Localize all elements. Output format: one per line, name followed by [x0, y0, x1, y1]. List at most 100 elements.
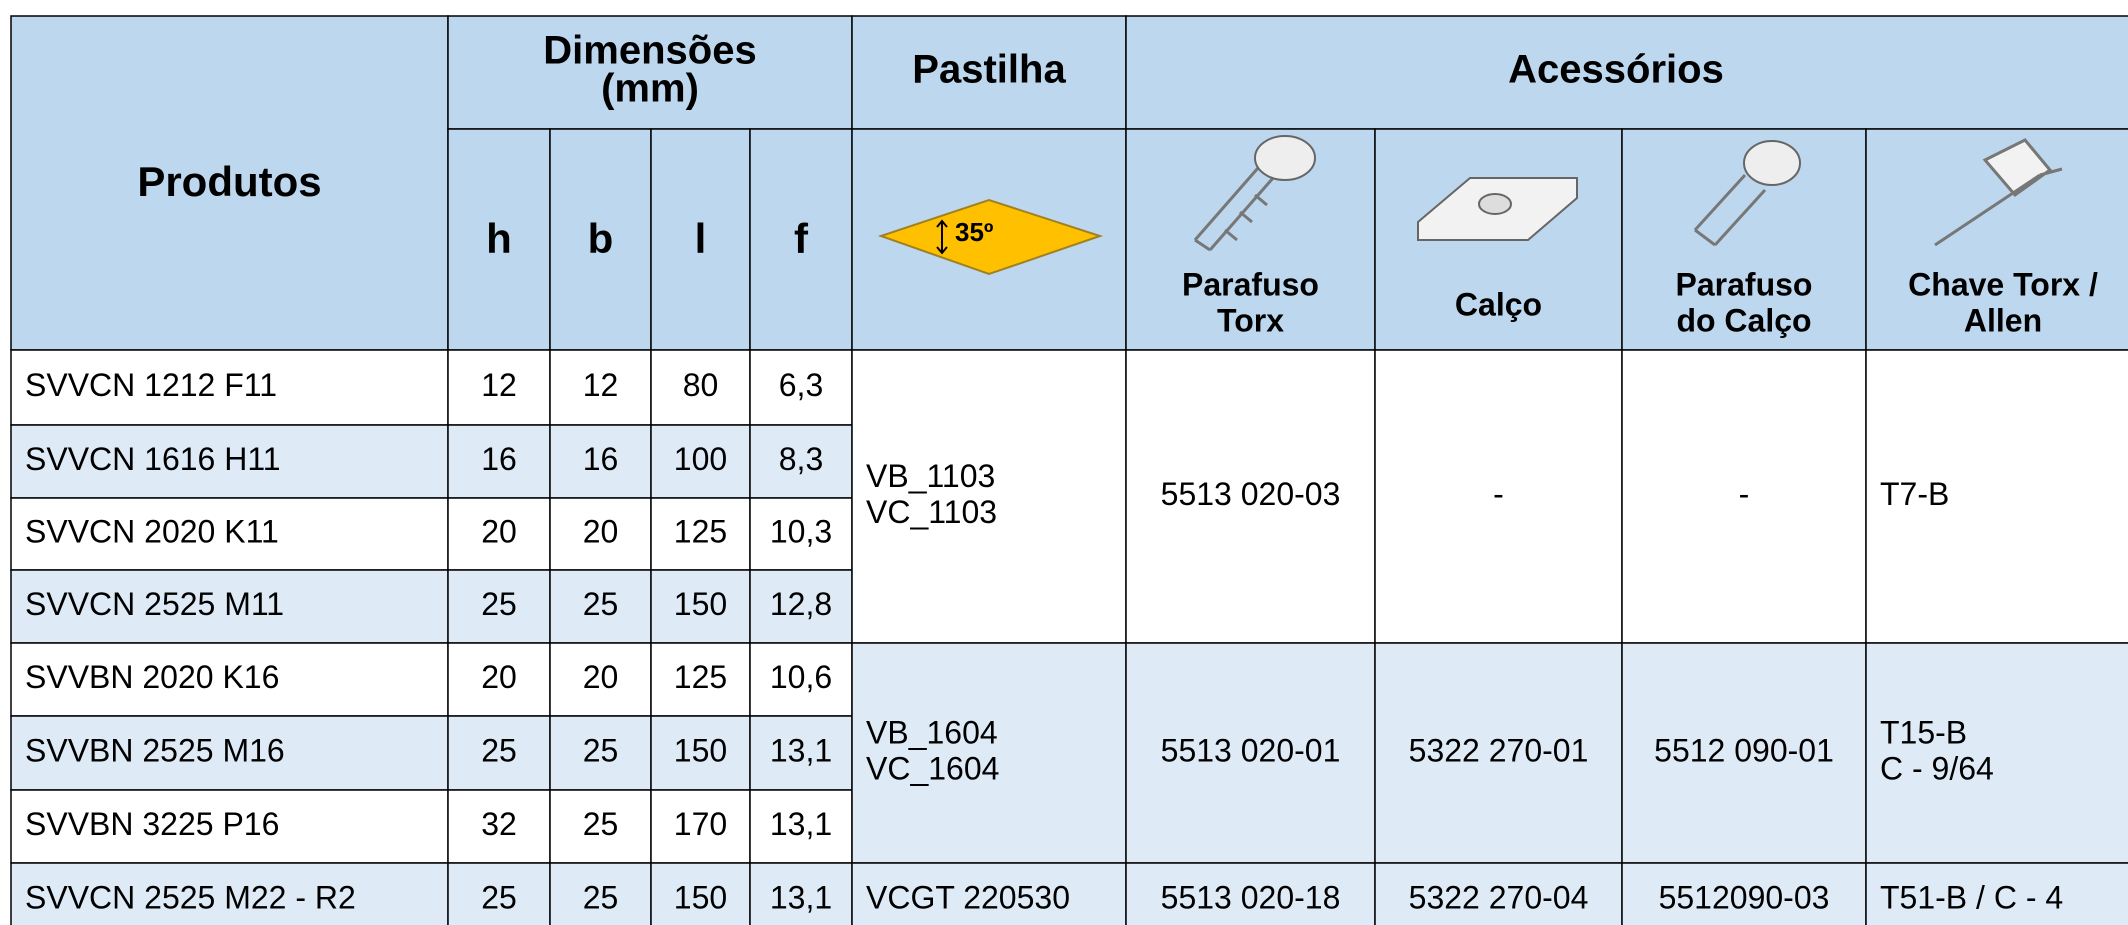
cell-text: 25 — [583, 586, 619, 622]
cell — [1125, 349, 1376, 644]
cell — [10, 424, 449, 499]
cell-text: 25 — [583, 732, 619, 768]
cell — [749, 789, 853, 864]
cell — [549, 497, 652, 571]
cell-text: 13,1 — [770, 879, 832, 915]
cell-text: 125 — [674, 659, 727, 695]
cell-text: 10,3 — [770, 513, 832, 549]
cell-text: 10,6 — [770, 659, 832, 695]
cell-text: VC_1103 — [866, 494, 997, 530]
cell — [851, 862, 1127, 925]
cell-text: 20 — [481, 513, 517, 549]
cell-text: SVVCN 2525 M11 — [25, 586, 284, 622]
header-text: h — [486, 215, 512, 262]
cell-text: T7-B — [1880, 476, 1949, 512]
cell-text: 20 — [583, 513, 619, 549]
cell — [10, 862, 449, 925]
cell — [549, 424, 652, 499]
cell-text: SVVCN 2525 M22 - R2 — [25, 879, 356, 915]
cell-text: SVVCN 1616 H11 — [25, 441, 281, 477]
cell — [10, 642, 449, 717]
angle-arrow — [936, 219, 948, 255]
cell-text: 32 — [481, 806, 517, 842]
cell-text: Chave Torx / — [1908, 266, 2098, 302]
cell-text: 5513 020-03 — [1161, 476, 1341, 512]
cell — [10, 15, 449, 351]
cell — [1125, 642, 1376, 864]
cell — [851, 642, 1127, 864]
cell-text: SVVCN 2020 K11 — [25, 513, 279, 549]
cell-text: Calço — [1455, 286, 1542, 322]
cell — [10, 789, 449, 864]
header-text: l — [695, 215, 707, 262]
header-text: f — [794, 215, 809, 262]
shim-hole — [1478, 193, 1512, 215]
cell — [650, 128, 751, 351]
cell — [1125, 15, 2128, 130]
cell-text: 8,3 — [779, 441, 823, 477]
cell — [549, 862, 652, 925]
cell — [650, 862, 751, 925]
cell — [749, 497, 853, 571]
screw2-head — [1743, 140, 1801, 186]
insert-icon — [877, 198, 1104, 276]
screw2-icon — [1693, 173, 1767, 247]
header-text: b — [588, 215, 614, 262]
header-text: Pastilha — [912, 48, 1066, 92]
cell — [650, 789, 751, 864]
cell-text: 12 — [583, 367, 619, 403]
cell-text: 5322 270-04 — [1409, 879, 1589, 915]
cell — [1125, 862, 1376, 925]
screw-head — [1254, 135, 1316, 181]
cell-text: (mm) — [601, 67, 699, 111]
cell — [1621, 349, 1867, 644]
cell-text: 5512 090-01 — [1654, 732, 1834, 768]
cell — [851, 349, 1127, 644]
cell-text: 25 — [481, 586, 517, 622]
cell-text: 25 — [481, 879, 517, 915]
cell — [1374, 862, 1623, 925]
cell-text: 150 — [674, 879, 727, 915]
cell — [447, 424, 551, 499]
cell — [851, 15, 1127, 130]
cell-text: 12 — [481, 367, 517, 403]
cell-text: T15-B — [1880, 714, 1967, 750]
cell — [10, 349, 449, 426]
cell-text: VB_1103 — [866, 458, 995, 494]
cell-text: VB_1604 — [866, 714, 998, 750]
cell-text: SVVCN 1212 F11 — [25, 367, 277, 403]
cell — [10, 497, 449, 571]
cell-text: 13,1 — [770, 806, 832, 842]
cell — [749, 424, 853, 499]
cell-text: 25 — [583, 806, 619, 842]
cell — [1621, 642, 1867, 864]
cell — [1865, 349, 2128, 644]
cell-text: Allen — [1964, 302, 2042, 338]
cell — [650, 424, 751, 499]
cell-text: VC_1604 — [866, 750, 999, 786]
cell — [1125, 128, 1376, 351]
cell-text: 5513 020-18 — [1161, 879, 1341, 915]
cell-text: 16 — [481, 441, 517, 477]
cell-text: Parafuso — [1182, 266, 1319, 302]
cell-text: VCGT 220530 — [866, 879, 1070, 915]
cell-text: 20 — [583, 659, 619, 695]
cell — [447, 128, 551, 351]
cell-text: 12,8 — [770, 586, 832, 622]
cell — [1865, 862, 2128, 925]
cell-text: C - 9/64 — [1880, 750, 1994, 786]
cell — [447, 349, 551, 426]
cell — [447, 15, 853, 130]
cell-text: SVVBN 3225 P16 — [25, 806, 279, 842]
cell-text: 5513 020-01 — [1161, 732, 1341, 768]
cell-text: 5512090-03 — [1659, 879, 1830, 915]
cell-text: 80 — [683, 367, 719, 403]
cell — [10, 569, 449, 644]
cell — [749, 569, 853, 644]
angle-label: 35º — [955, 217, 994, 247]
cell-text: 16 — [583, 441, 619, 477]
cell-text: 150 — [674, 586, 727, 622]
cell-text: T51-B / C - 4 — [1880, 879, 2063, 915]
cell-text: 20 — [481, 659, 517, 695]
